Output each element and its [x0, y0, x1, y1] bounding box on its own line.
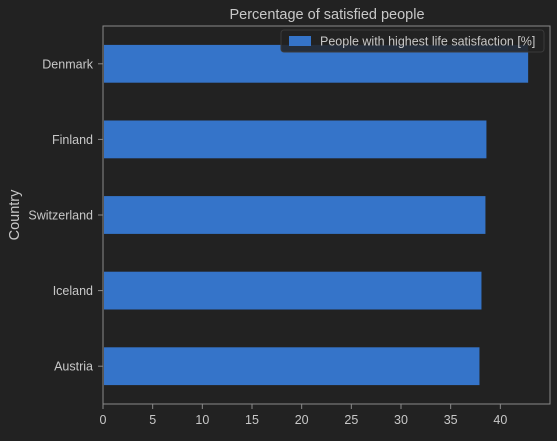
x-tick-label: 40: [493, 413, 507, 427]
x-tick-label: 35: [444, 413, 458, 427]
bar-iceland: [104, 271, 482, 310]
x-tick-label: 10: [195, 413, 209, 427]
x-tick-label: 20: [295, 413, 309, 427]
y-tick-label: Finland: [52, 133, 93, 147]
y-tick-label: Switzerland: [28, 209, 93, 223]
x-tick-label: 30: [394, 413, 408, 427]
legend-label: People with highest life satisfaction [%…: [320, 35, 535, 49]
y-tick-label: Denmark: [42, 57, 93, 71]
bar-finland: [104, 120, 487, 159]
y-tick-label: Austria: [54, 360, 93, 374]
x-tick-label: 25: [344, 413, 358, 427]
legend-swatch: [289, 36, 311, 46]
bar-switzerland: [104, 196, 486, 234]
chart-title: Percentage of satisfied people: [229, 7, 424, 23]
y-axis-label: Country: [7, 189, 23, 241]
bar-austria: [104, 347, 480, 386]
x-tick-label: 5: [149, 413, 156, 427]
legend-box: [280, 29, 545, 53]
x-tick-label: 15: [245, 413, 259, 427]
y-tick-label: Iceland: [53, 284, 93, 298]
plot-frame: [102, 25, 551, 405]
x-tick-label: 0: [100, 413, 107, 427]
